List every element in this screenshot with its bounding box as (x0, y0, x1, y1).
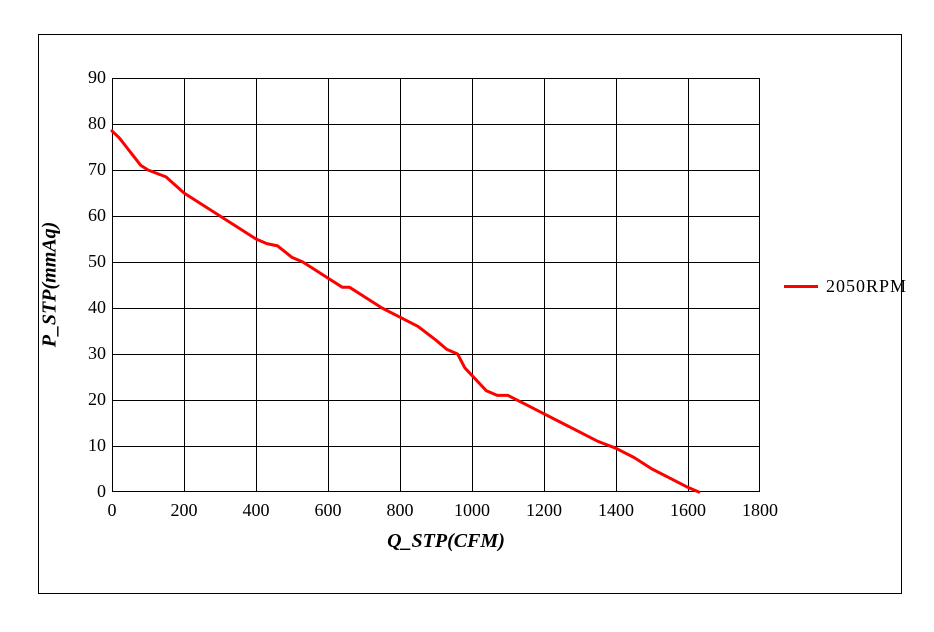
legend-label: 2050RPM (826, 276, 907, 297)
legend: 2050RPM (784, 276, 907, 297)
legend-swatch (784, 285, 818, 288)
series-line-2050RPM (112, 131, 699, 492)
series-svg (0, 0, 934, 632)
